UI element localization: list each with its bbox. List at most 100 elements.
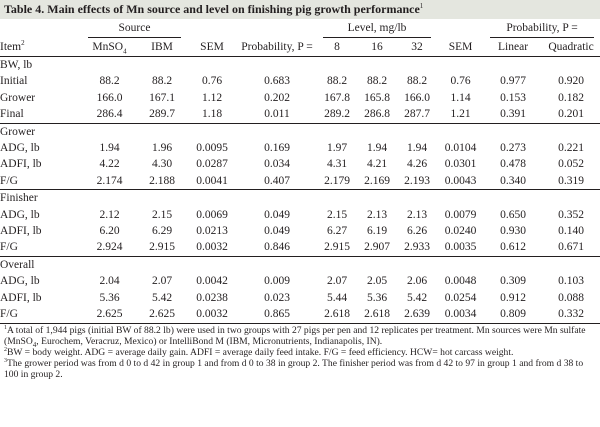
cell-mnso4: 2.174 — [96, 174, 123, 187]
table-row: Initial 88.2 88.2 0.76 0.683 88.2 88.2 88.2 0.76… — [0, 73, 600, 89]
cell-linear: 0.809 — [500, 308, 526, 321]
cell-linear: 0.912 — [500, 291, 526, 304]
probability-column-header: Probability, P = — [237, 38, 317, 57]
cell-l8: 1.97 — [326, 142, 348, 155]
cell-mnso4: 2.924 — [96, 241, 123, 254]
cell-mnso4: 2.12 — [99, 208, 120, 221]
cell-sem1: 0.0032 — [196, 308, 228, 321]
cell-l32: 2.193 — [404, 174, 430, 187]
cell-quadratic: 0.671 — [558, 241, 584, 254]
cell-l32: 4.26 — [406, 158, 428, 171]
cell-linear: 0.340 — [500, 174, 526, 187]
row-item-label: ADFI, lb — [0, 158, 42, 171]
cell-p: 0.023 — [264, 291, 290, 304]
cell-l32: 2.06 — [406, 275, 428, 288]
cell-linear: 0.650 — [500, 208, 526, 221]
cell-quadratic: 0.182 — [558, 91, 584, 104]
linear-column-header: Linear — [484, 38, 543, 57]
cell-l16: 2.618 — [364, 308, 390, 321]
cell-l16: 2.05 — [366, 275, 388, 288]
level-sem-column-header: SEM — [437, 38, 485, 57]
cell-sem2: 0.0043 — [444, 174, 477, 187]
cell-l8: 2.179 — [324, 174, 350, 187]
cell-sem2: 0.0240 — [444, 225, 477, 238]
ibm-column-header: IBM — [137, 38, 187, 57]
cell-l16: 4.21 — [366, 158, 388, 171]
cell-l8: 5.44 — [326, 291, 348, 304]
table-row: F/G 2.924 2.915 0.0032 0.846 2.915 2.907 2.933 0… — [0, 239, 600, 256]
cell-l32: 5.42 — [406, 291, 428, 304]
cell-p: 0.034 — [264, 158, 290, 171]
row-item-label: F/G — [0, 241, 18, 254]
cell-l16: 5.36 — [366, 291, 388, 304]
cell-linear: 0.273 — [500, 142, 526, 155]
cell-sem1: 0.76 — [201, 75, 223, 88]
row-item-label: ADG, lb — [0, 208, 40, 221]
cell-mnso4: 2.04 — [99, 275, 120, 288]
cell-sem2: 1.21 — [450, 108, 471, 121]
cell-sem1: 1.18 — [201, 108, 223, 121]
cell-linear: 0.977 — [500, 75, 526, 88]
growth-performance-table: Source Level, mg/lb Probability, P = Ite… — [0, 19, 600, 323]
section-label: BW, lb — [0, 59, 33, 71]
cell-ibm: 2.625 — [149, 308, 175, 321]
cell-l16: 286.8 — [364, 108, 390, 121]
cell-mnso4: 2.625 — [96, 308, 123, 321]
cell-ibm: 289.7 — [149, 108, 175, 121]
section-label: Finisher — [0, 189, 82, 207]
mnso4-column-header: MnSO4 — [82, 38, 137, 57]
cell-ibm: 4.30 — [151, 158, 173, 171]
cell-l32: 166.0 — [404, 91, 430, 104]
table-body: BW, lb Initial 88.2 88.2 0.76 0.683 88.2 88.2 88… — [0, 57, 600, 323]
table-title-text: Table 4. Main effects of Mn source and l… — [4, 2, 420, 16]
cell-p: 0.865 — [264, 308, 290, 321]
cell-mnso4: 286.4 — [96, 108, 123, 121]
cell-quadratic: 0.352 — [558, 208, 584, 221]
cell-sem2: 0.0034 — [444, 308, 477, 321]
cell-mnso4: 5.36 — [99, 291, 120, 304]
cell-p: 0.169 — [264, 142, 290, 155]
level-8-column-header: 8 — [317, 38, 357, 57]
cell-l16: 6.19 — [366, 225, 388, 238]
cell-p: 0.011 — [264, 108, 290, 121]
cell-l8: 2.618 — [324, 308, 350, 321]
footnote-1: 1A total of 1,944 pigs (initial BW of 88… — [4, 324, 586, 349]
table-row: F/G 2.174 2.188 0.0041 0.407 2.179 2.169 2.193 0… — [0, 173, 600, 190]
cell-quadratic: 0.088 — [558, 291, 584, 304]
table-row: ADFI, lb 6.20 6.29 0.0213 0.049 6.27 6.19 6.26 0… — [0, 223, 600, 239]
cell-l8: 2.15 — [326, 208, 348, 221]
cell-ibm: 88.2 — [151, 75, 173, 88]
footnotes: 1A total of 1,944 pigs (initial BW of 88… — [0, 322, 600, 381]
cell-ibm: 5.42 — [151, 291, 173, 304]
cell-linear: 0.930 — [500, 225, 526, 238]
probability-group-header: Probability, P = — [490, 20, 595, 38]
cell-linear: 0.309 — [500, 275, 526, 288]
cell-sem2: 0.0035 — [444, 241, 477, 254]
cell-l32: 2.933 — [404, 241, 430, 254]
quadratic-column-header: Quadratic — [542, 38, 600, 57]
section-header-row: Finisher — [0, 189, 600, 207]
level-16-column-header: 16 — [357, 38, 397, 57]
cell-l32: 287.7 — [404, 108, 430, 121]
cell-sem1: 1.12 — [201, 91, 223, 104]
cell-sem1: 0.0213 — [196, 225, 228, 238]
section-header-row: BW, lb — [0, 57, 600, 74]
cell-l16: 2.907 — [364, 241, 390, 254]
cell-ibm: 2.15 — [151, 208, 173, 221]
row-item-label: ADG, lb — [0, 275, 40, 288]
section-label: Overall — [0, 255, 82, 274]
header-group-row: Source Level, mg/lb Probability, P = — [0, 19, 600, 38]
cell-l8: 6.27 — [326, 225, 348, 238]
level-group-header: Level, mg/lb — [323, 20, 432, 38]
cell-quadratic: 0.920 — [558, 75, 584, 88]
cell-quadratic: 0.332 — [558, 308, 584, 321]
cell-p: 0.846 — [264, 241, 290, 254]
footnote-3: 3The grower period was from d 0 to d 42 … — [4, 357, 584, 381]
cell-p: 0.009 — [264, 275, 290, 288]
table-row: Grower 166.0 167.1 1.12 0.202 167.8 165.8 166.0… — [0, 90, 600, 106]
cell-sem1: 0.0042 — [196, 275, 228, 288]
cell-l8: 2.07 — [326, 275, 348, 288]
table-row: Final 286.4 289.7 1.18 0.011 289.2 286.8 287.7 1… — [0, 106, 600, 123]
level-32-column-header: 32 — [397, 38, 438, 57]
